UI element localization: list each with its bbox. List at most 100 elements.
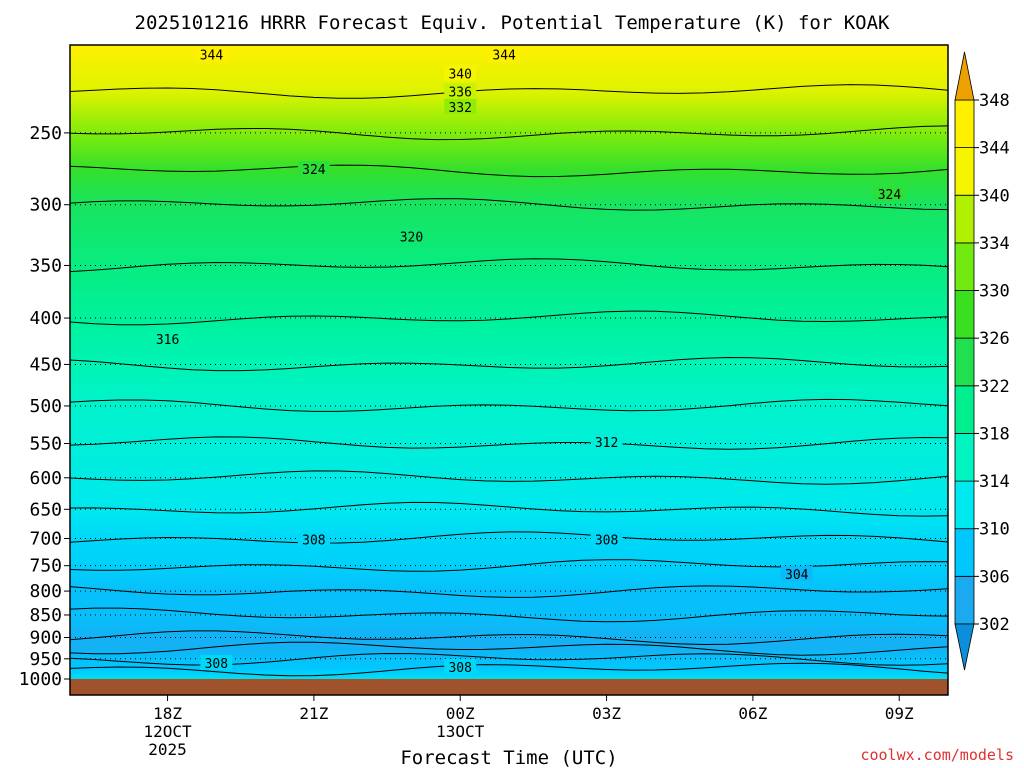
contour-line [69, 607, 949, 623]
chart-title: 2025101216 HRRR Forecast Equiv. Potentia… [135, 12, 891, 34]
contour-label-text: 332 [448, 101, 471, 116]
x-axis-label: Forecast Time (UTC) [400, 747, 617, 768]
contour-label-text: 320 [400, 230, 423, 245]
contour-line [69, 310, 949, 326]
date-label: 13OCT [436, 722, 485, 741]
time-tick-label: 09Z [885, 704, 914, 723]
pressure-tick-label: 400 [29, 308, 62, 329]
pressure-tick-label: 550 [29, 433, 62, 454]
contour-label-bg [297, 531, 330, 547]
colorbar-tick-label: 334 [979, 234, 1010, 254]
colorbar-tick-label: 330 [979, 282, 1010, 302]
colorbar-band [954, 528, 975, 577]
time-tick-label: 06Z [738, 704, 767, 723]
contour-label-text: 324 [302, 163, 326, 178]
contour-label-bg [780, 565, 813, 581]
contour-label-bg [590, 434, 623, 450]
pressure-tick-label: 900 [29, 627, 62, 648]
contour-label: 316 [151, 331, 184, 348]
colorbar-tick-label: 302 [979, 615, 1010, 635]
contour-label: 324 [873, 186, 906, 203]
contour-label-bg [444, 65, 477, 81]
contour-line [69, 630, 949, 646]
colorbar-tick-label: 348 [979, 91, 1010, 111]
colorbar-tick-label: 322 [979, 377, 1010, 397]
colorbar-band [954, 290, 975, 339]
colorbar-tick-label: 326 [979, 329, 1010, 349]
colorbar-tick-label: 318 [979, 424, 1010, 444]
contour-line [69, 356, 949, 372]
pressure-tick-label: 750 [29, 556, 62, 577]
pressure-tick-label: 350 [29, 255, 62, 276]
pressure-axis: 2503003504004505005506006507007508008509… [19, 123, 70, 690]
pressure-tick-label: 1000 [19, 669, 62, 690]
colorbar-upper-extension [954, 51, 975, 101]
pressure-tick-label: 450 [29, 354, 62, 375]
colorbar-tick-label: 306 [979, 567, 1010, 587]
contour-label: 344 [195, 46, 228, 64]
contour-label-text: 308 [205, 657, 228, 672]
contour-label-bg [151, 331, 184, 347]
contour-line [69, 164, 949, 178]
contour-line [69, 198, 949, 211]
contour-label-bg [444, 83, 477, 99]
contour-label: 304 [780, 565, 813, 583]
contour-label: 332 [444, 98, 477, 116]
contour-label-bg [395, 228, 428, 244]
contour-label-text: 316 [156, 333, 179, 348]
pressure-tick-label: 250 [29, 123, 62, 144]
pressure-tick-label: 500 [29, 396, 62, 417]
contour-label-text: 312 [595, 436, 618, 451]
contour-line [69, 84, 949, 99]
pressure-tick-label: 300 [29, 195, 62, 216]
pressure-tick-label: 700 [29, 528, 62, 549]
colorbar-tick-label: 344 [979, 139, 1010, 159]
contour-label: 308 [297, 531, 330, 549]
contour-label-bg [590, 531, 623, 547]
pressure-tick-label: 600 [29, 468, 62, 489]
pressure-tick-label: 950 [29, 649, 62, 670]
contour-label: 312 [590, 434, 623, 451]
contour-label-bg [444, 98, 477, 114]
colorbar-band [954, 433, 975, 482]
contour-lines [69, 84, 949, 677]
contour-label: 344 [488, 46, 521, 64]
contour-label: 336 [444, 83, 477, 100]
contour-line [69, 501, 949, 517]
contour-label-text: 308 [448, 661, 471, 676]
time-tick-label: 21Z [299, 704, 328, 723]
colorbar-tick-label: 314 [979, 472, 1010, 492]
colorbar-tick-label: 310 [979, 520, 1010, 540]
colorbar-band [954, 576, 975, 625]
contour-label-bg [200, 654, 233, 670]
contour-label: 324 [297, 161, 330, 178]
contour-line [69, 258, 949, 273]
colorbar-tick-label: 340 [979, 186, 1010, 206]
contour-line [69, 470, 949, 485]
plot-frame [69, 44, 949, 696]
colorbar-band [954, 194, 975, 244]
pressure-tick-label: 850 [29, 605, 62, 626]
contour-label-text: 336 [448, 85, 471, 100]
colorbar-band [954, 242, 975, 291]
contour-line [69, 662, 949, 677]
contour-label: 320 [395, 228, 428, 245]
contour-label: 340 [444, 65, 477, 82]
contour-label: 308 [590, 531, 623, 549]
pressure-tick-label: 800 [29, 581, 62, 602]
time-tick-label: 03Z [592, 704, 621, 723]
colorbar-band [954, 337, 975, 387]
contour-label-text: 308 [595, 534, 618, 549]
contour-line [69, 398, 949, 412]
contour-label-bg [297, 161, 330, 177]
contour-label-text: 304 [785, 568, 809, 583]
colorbar-legend: 302 306 310 314 318 322 326 330 334 340 344 348 [954, 51, 1010, 671]
date-label: 12OCT [143, 722, 192, 741]
time-tick-label: 18Z [153, 704, 182, 723]
contour-label-text: 344 [200, 49, 224, 64]
contour-label-bg [444, 659, 477, 675]
